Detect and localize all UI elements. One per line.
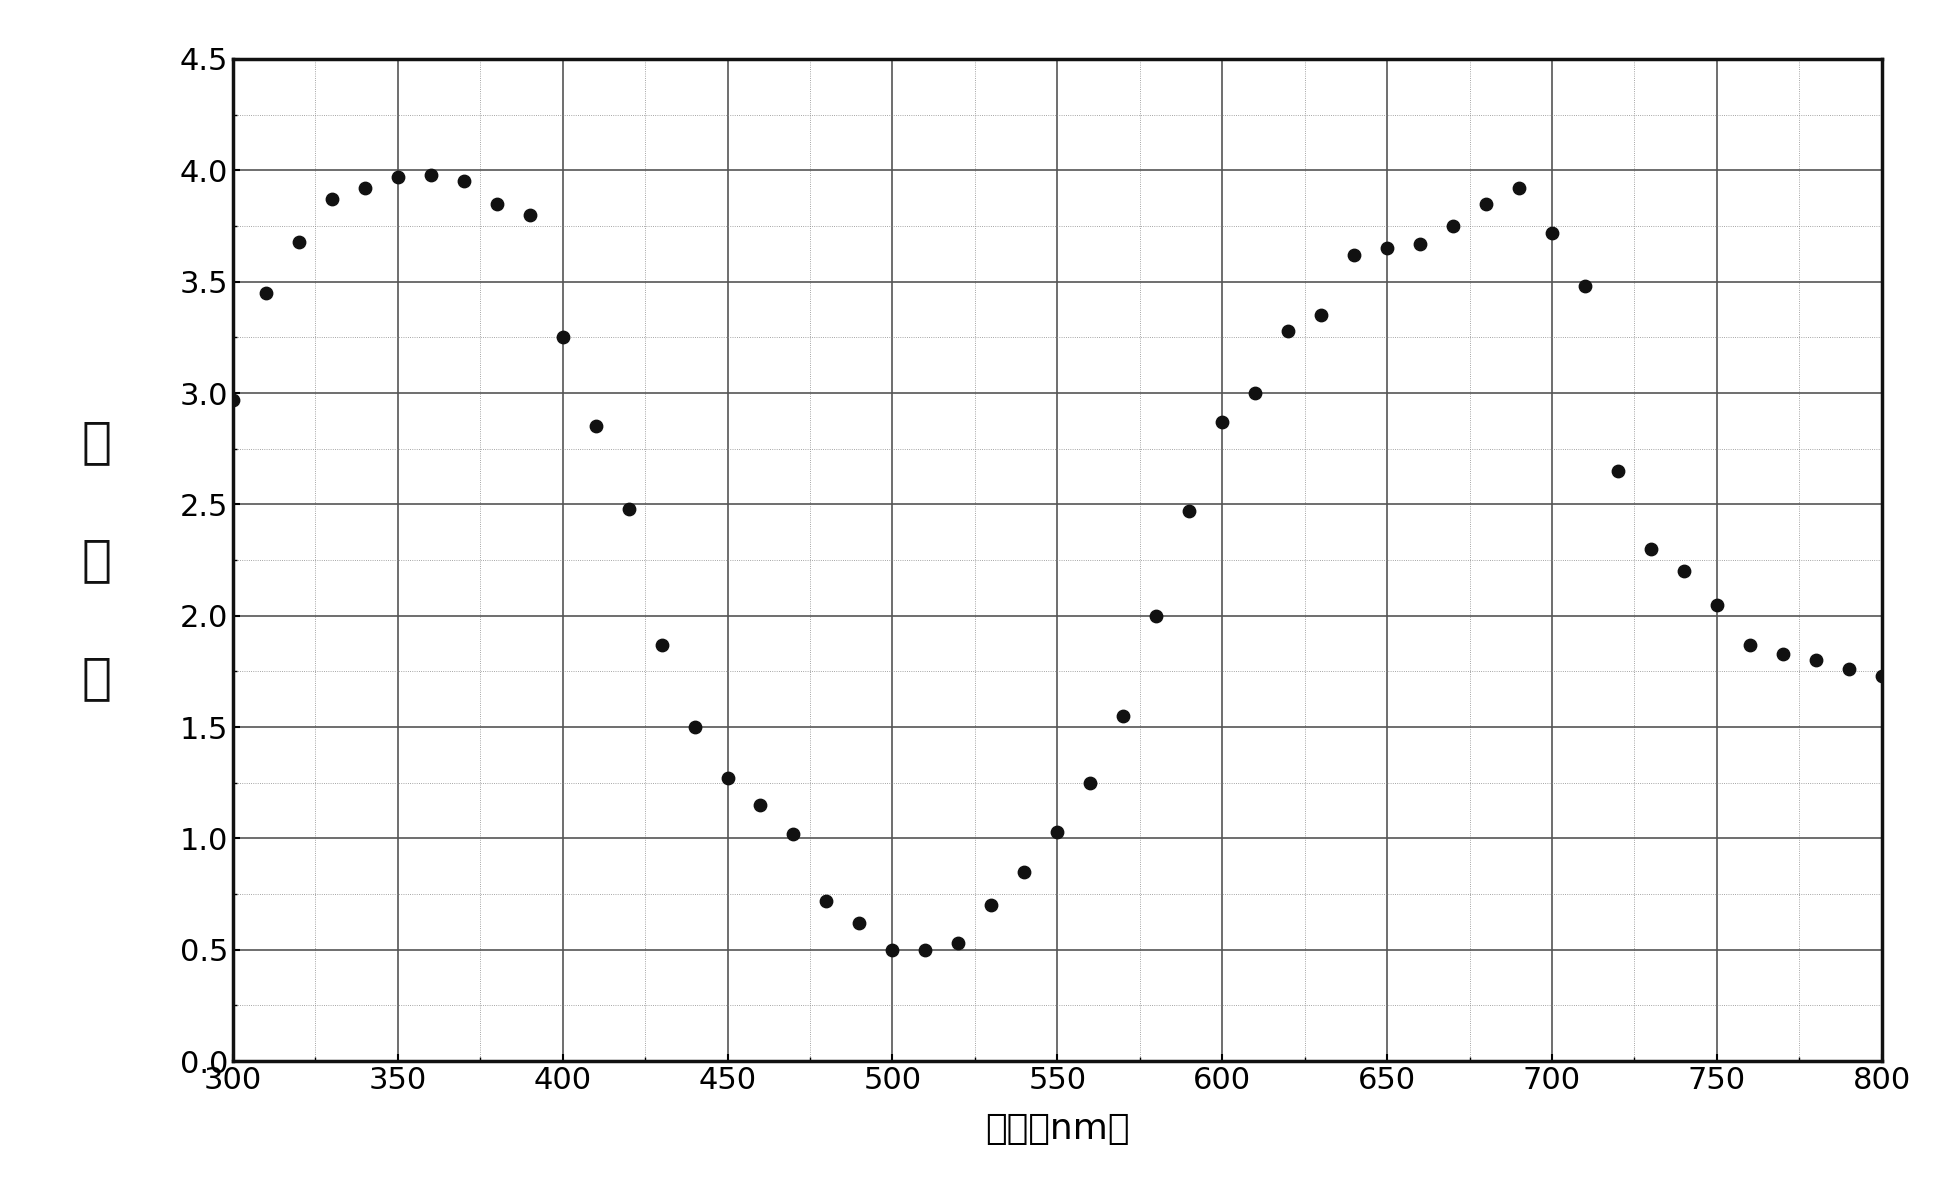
Point [1470, 195, 1501, 213]
Point [1074, 773, 1105, 792]
Point [1832, 660, 1863, 679]
X-axis label: 波长（nm）: 波长（nm） [985, 1112, 1128, 1146]
Point [316, 190, 347, 209]
Point [1173, 501, 1204, 520]
Point [1041, 822, 1072, 841]
Point [1503, 179, 1534, 198]
Point [811, 891, 842, 910]
Point [1239, 383, 1270, 402]
Point [745, 796, 776, 815]
Text: 吸: 吸 [81, 419, 112, 466]
Point [1668, 561, 1699, 580]
Point [382, 167, 413, 186]
Point [679, 718, 710, 737]
Point [942, 934, 973, 953]
Point [1008, 862, 1039, 881]
Point [250, 283, 281, 302]
Text: 光: 光 [81, 536, 112, 584]
Point [1371, 239, 1402, 258]
Point [1206, 413, 1237, 432]
Point [1701, 595, 1732, 614]
Point [349, 179, 380, 198]
Point [1569, 277, 1600, 296]
Point [1602, 461, 1633, 480]
Point [1799, 651, 1830, 670]
Point [1733, 635, 1764, 654]
Point [1305, 305, 1336, 324]
Point [778, 824, 809, 843]
Point [646, 635, 677, 654]
Point [843, 914, 874, 933]
Point [481, 195, 512, 213]
Point [1107, 706, 1138, 725]
Point [1766, 644, 1797, 663]
Point [909, 941, 940, 960]
Point [1338, 245, 1369, 264]
Point [1272, 321, 1303, 340]
Point [975, 896, 1006, 915]
Point [448, 172, 479, 191]
Point [1635, 540, 1666, 559]
Point [1404, 235, 1435, 253]
Point [217, 390, 248, 409]
Point [1437, 217, 1468, 236]
Point [613, 500, 644, 519]
Point [712, 769, 743, 788]
Point [1140, 606, 1171, 625]
Point [514, 205, 545, 224]
Point [1536, 223, 1567, 242]
Point [415, 165, 446, 184]
Text: 度: 度 [81, 654, 112, 702]
Point [580, 417, 611, 436]
Point [1865, 666, 1896, 685]
Point [283, 232, 314, 251]
Point [547, 328, 578, 347]
Point [876, 941, 907, 960]
